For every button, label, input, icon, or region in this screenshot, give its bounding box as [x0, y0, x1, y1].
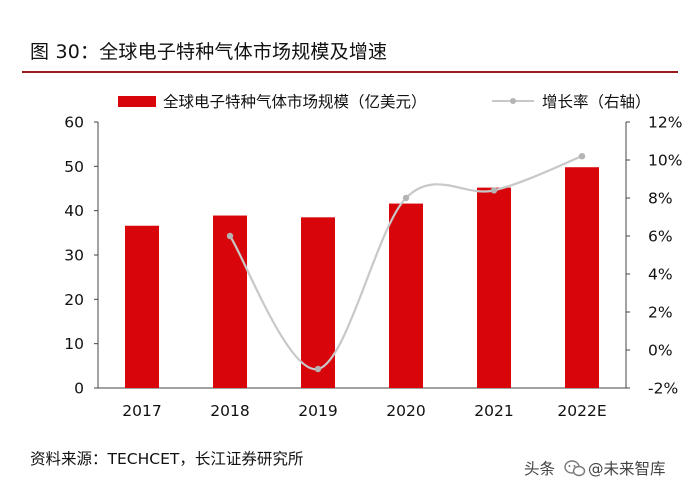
right-tick-label: 6% — [648, 228, 673, 246]
watermark-text-right: @未来智库 — [588, 460, 666, 478]
watermark: 头条 @未来智库 — [524, 460, 666, 478]
line-point — [314, 365, 322, 373]
growth-line — [229, 155, 583, 371]
title-divider — [22, 71, 678, 73]
bar — [125, 225, 159, 388]
x-tick-label: 2017 — [122, 402, 161, 420]
bar — [213, 215, 247, 388]
x-tick-label: 2021 — [474, 402, 513, 420]
source-note: 资料来源：TECHCET，长江证券研究所 — [30, 450, 304, 468]
legend-bar-swatch — [118, 96, 156, 107]
line-point — [578, 153, 586, 160]
tick-labels: 0 10 20 30 40 50 60 -2% 0% 2% 4% 6% 8% 10% 12% 2017 2018… — [64, 114, 682, 421]
left-tick-label: 20 — [64, 291, 84, 309]
legend-line-label: 增长率（右轴） — [542, 93, 651, 111]
wechat-logo-icon — [564, 460, 586, 477]
right-tick-label: 4% — [648, 266, 673, 284]
left-tick-label: 10 — [64, 335, 84, 353]
axes — [94, 121, 630, 389]
right-tick-label: 8% — [648, 190, 673, 208]
left-tick-label: 40 — [64, 202, 84, 220]
watermark-text-left: 头条 — [524, 460, 555, 478]
right-tick-label: 2% — [648, 304, 673, 322]
bar — [477, 187, 511, 388]
legend-line-marker — [510, 98, 516, 104]
bar — [565, 167, 599, 388]
left-tick-label: 0 — [74, 380, 84, 398]
legend-bar-label: 全球电子特种气体市场规模（亿美元） — [163, 93, 427, 111]
x-tick-label: 2018 — [210, 402, 249, 420]
x-tick-label: 2019 — [298, 402, 337, 420]
line-point — [226, 232, 234, 240]
line-series — [226, 153, 586, 373]
x-tick-label: 2022E — [557, 402, 606, 420]
figure-title: 图 30：全球电子特种气体市场规模及增速 — [30, 41, 388, 63]
left-tick-label: 30 — [64, 247, 84, 265]
right-tick-label: 0% — [648, 342, 673, 360]
bar — [389, 203, 423, 388]
left-tick-label: 50 — [64, 158, 84, 176]
x-tick-label: 2020 — [386, 402, 425, 420]
bar-series — [125, 167, 599, 388]
right-tick-label: -2% — [648, 380, 678, 398]
legend: 全球电子特种气体市场规模（亿美元） 增长率（右轴） — [118, 93, 651, 111]
right-tick-label: 12% — [648, 114, 682, 132]
bar — [301, 217, 335, 388]
line-point — [490, 187, 498, 194]
left-tick-label: 60 — [64, 114, 84, 132]
right-tick-label: 10% — [648, 152, 682, 170]
line-point — [402, 194, 410, 202]
